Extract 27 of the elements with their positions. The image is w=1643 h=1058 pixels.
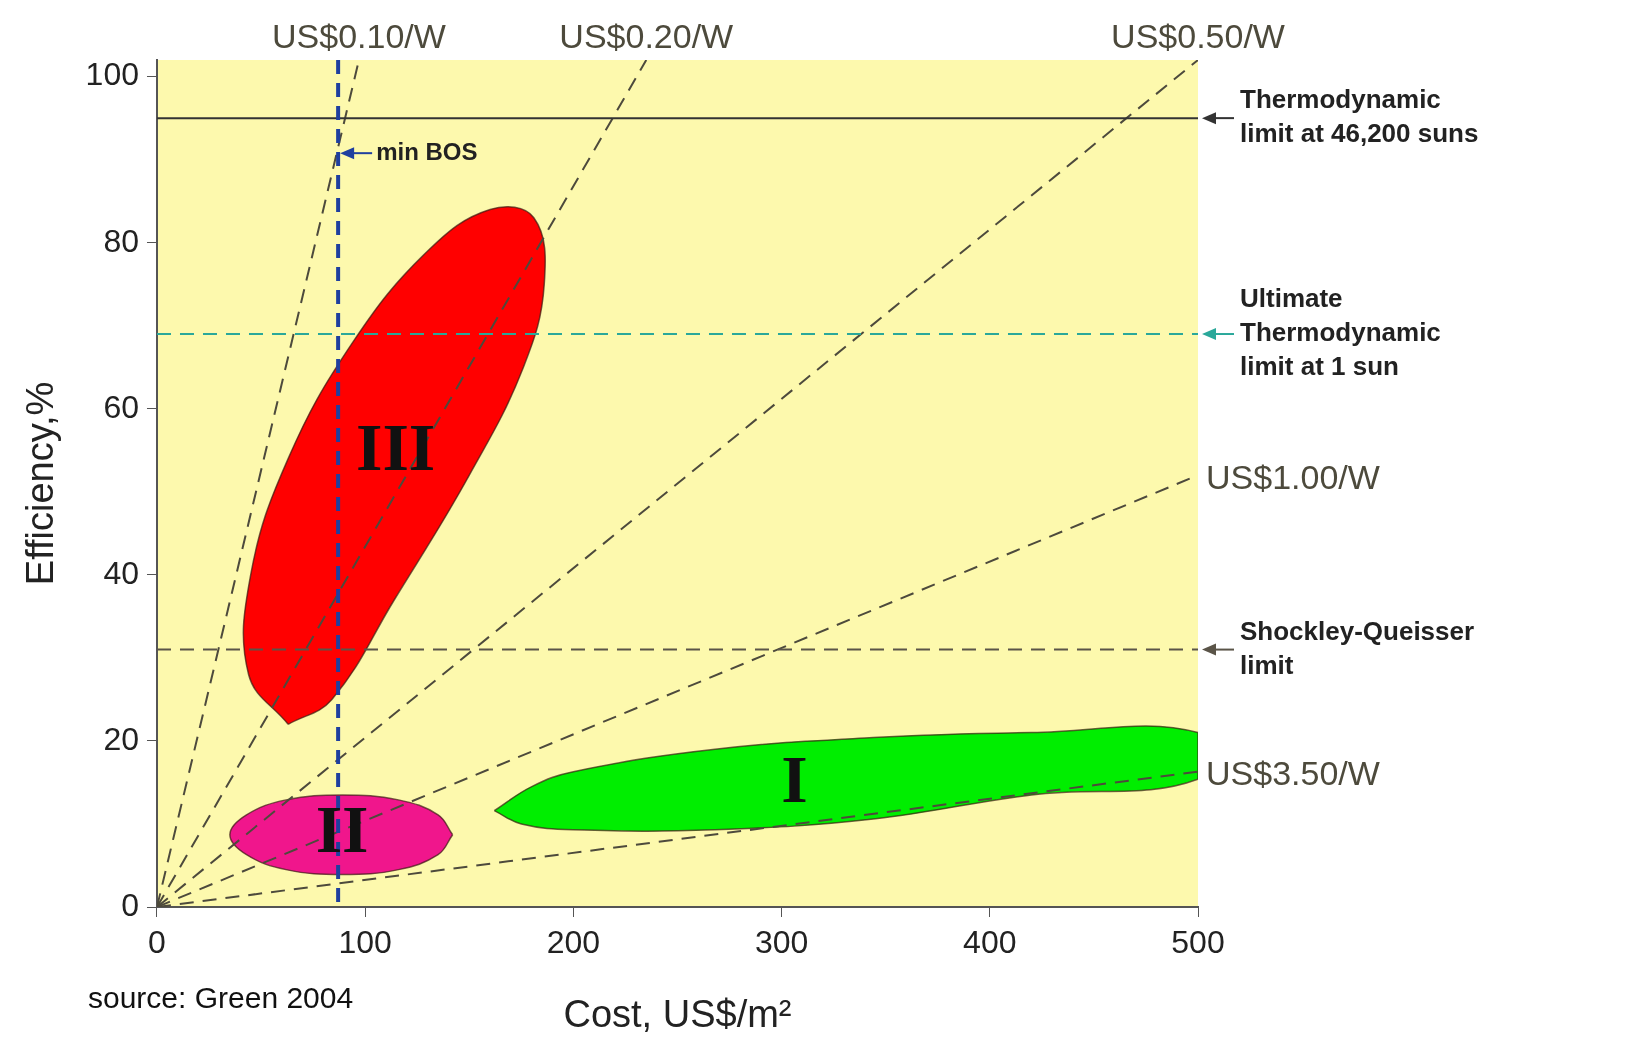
x-tick-label: 400 [963, 924, 1017, 961]
y-axis-title: Efficiency,% [19, 381, 62, 586]
series-label: US$0.20/W [559, 17, 734, 56]
series-label: US$0.10/W [272, 17, 446, 56]
x-tick-label: 200 [546, 924, 601, 961]
series-label: US$1.00/W [1206, 457, 1380, 496]
ref-line-label: Ultimate Thermodynamic limit at 1 sun [1240, 283, 1441, 382]
series-label: II [315, 791, 369, 868]
y-tick-label: 80 [103, 222, 139, 259]
series-label: US$3.50/W [1206, 754, 1380, 793]
y-tick-label: 0 [121, 886, 139, 923]
y-tick-label: 100 [85, 56, 139, 93]
series-label: US$0.50/W [1111, 17, 1285, 56]
series-label: III [355, 408, 436, 485]
ref-line-label: min BOS [376, 137, 478, 165]
x-tick-label: 300 [754, 924, 809, 961]
source-note: source: Green 2004 [88, 981, 354, 1015]
y-tick-label: 40 [103, 554, 139, 591]
y-tick-label: 20 [103, 720, 139, 757]
x-tick-label: 100 [338, 924, 392, 961]
ref-line-label: Thermodynamic limit at 46,200 suns [1240, 84, 1479, 149]
x-axis-title: Cost, US$/m² [563, 992, 792, 1035]
x-tick-label: 0 [148, 924, 166, 961]
series-label: I [781, 740, 808, 817]
ref-line-label: Shockley-Queisser limit [1240, 615, 1475, 680]
x-tick-label: 500 [1171, 924, 1225, 961]
y-tick-label: 60 [103, 388, 139, 425]
